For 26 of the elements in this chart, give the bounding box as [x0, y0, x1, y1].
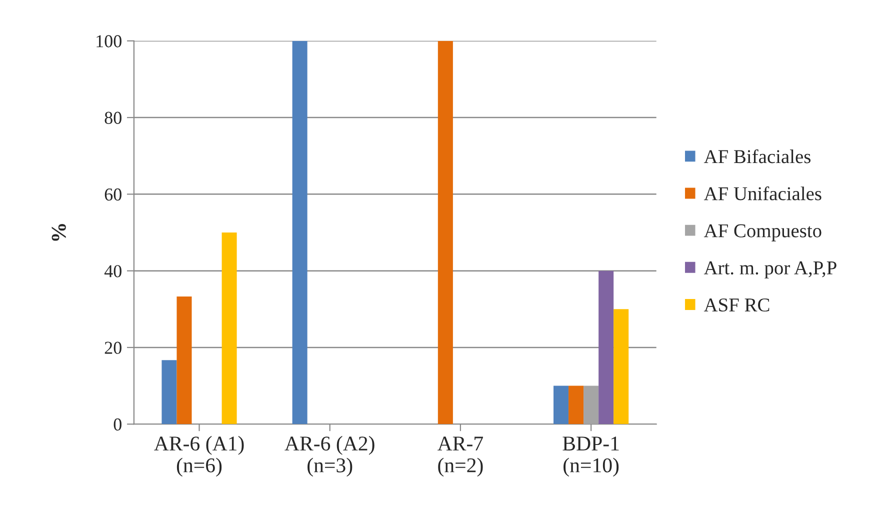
- y-axis-title: %: [52, 224, 66, 241]
- bar: [554, 386, 569, 424]
- y-tick-label: 40: [104, 265, 122, 278]
- y-tick-label: 0: [114, 418, 122, 431]
- y-tick-label: 80: [104, 112, 122, 124]
- y-tick-label: 100: [96, 35, 122, 48]
- bar: [598, 270, 614, 424]
- x-tick-label: AR-6 (A2) (n=3): [284, 436, 374, 477]
- bar: [614, 309, 629, 424]
- bar: [222, 232, 237, 424]
- bar: [438, 40, 453, 424]
- x-tick-label: BDP-1 (n=10): [562, 436, 619, 477]
- bar: [584, 386, 599, 424]
- bar: [568, 386, 584, 424]
- x-tick-label: AR-7 (n=2): [438, 436, 483, 477]
- legend-label: AF Compuesto: [704, 224, 822, 242]
- legend-label: AF Unifaciales: [704, 186, 822, 200]
- y-tick-label: 60: [104, 188, 122, 201]
- bar: [176, 296, 192, 424]
- legend-label: AF Bifaciales: [704, 149, 810, 164]
- y-tick-label: 20: [104, 342, 122, 354]
- bar: [292, 40, 308, 424]
- legend-label: Art. m. por A,P,P: [704, 261, 836, 278]
- bar: [162, 360, 177, 424]
- x-tick-label: AR-6 (A1) (n=6): [154, 436, 244, 477]
- legend-label: ASF RC: [704, 298, 770, 312]
